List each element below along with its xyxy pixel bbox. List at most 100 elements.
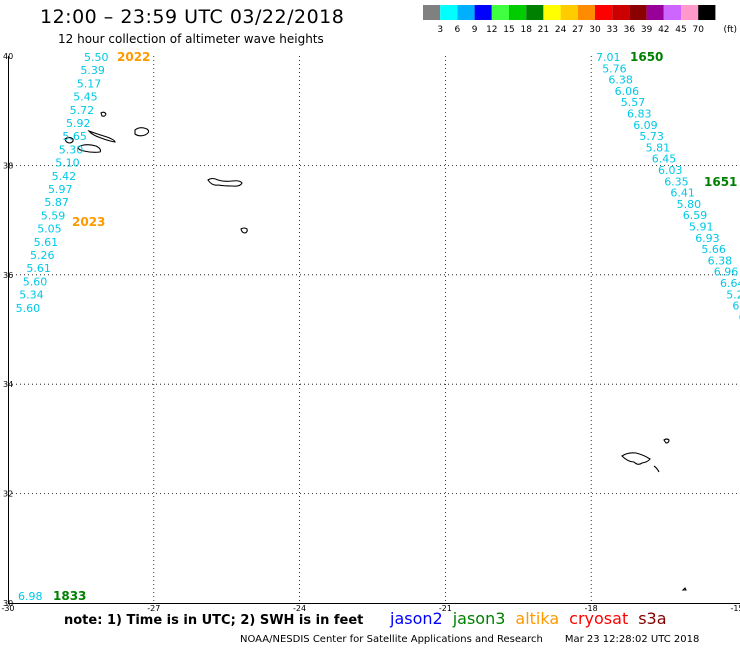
swh-value: 6.38 xyxy=(708,254,733,267)
lat-label: 34 xyxy=(3,380,13,389)
scale-swatch xyxy=(646,5,664,20)
swh-value: 5.73 xyxy=(639,130,664,143)
island-selvagens xyxy=(681,587,687,591)
coast-fragment xyxy=(653,465,660,473)
legend-jason2: jason2 xyxy=(390,609,443,628)
scale-tick-label: 21 xyxy=(538,25,549,35)
scale-tick-label: 18 xyxy=(520,25,532,35)
scale-tick-label: 39 xyxy=(641,25,653,35)
swh-value: 5.17 xyxy=(77,77,102,90)
scale-swatch xyxy=(423,5,441,20)
scale-unit: (ft) xyxy=(723,25,737,35)
scale-tick-label: 36 xyxy=(624,25,636,35)
scale-swatch xyxy=(526,5,544,20)
island-flores xyxy=(100,111,107,117)
lon-label: -21 xyxy=(439,604,452,613)
swh-value: 6.83 xyxy=(627,108,652,121)
swh-value: 5.30 xyxy=(59,143,84,156)
scale-tick-label: 30 xyxy=(589,25,601,35)
swh-value: 5.57 xyxy=(621,96,646,109)
scale-tick-label: 27 xyxy=(572,25,583,35)
swh-value: 5.97 xyxy=(48,183,73,196)
swh-points: 5.505.395.175.455.725.925.655.305.105.42… xyxy=(16,51,740,603)
scale-swatch xyxy=(698,5,716,20)
swh-value: 5.87 xyxy=(44,196,69,209)
swh-value: 5.60 xyxy=(16,302,41,315)
footer: NOAA/NESDIS Center for Satellite Applica… xyxy=(240,634,699,645)
lon-label: -27 xyxy=(147,604,160,613)
legend-cryosat: cryosat xyxy=(569,609,629,628)
lat-label: 36 xyxy=(3,271,13,280)
swh-value: 5.72 xyxy=(70,104,95,117)
lon-label: -24 xyxy=(293,604,306,613)
axis-labels: -30 -27 -24 -21 -18 -15 40 38 36 34 32 30 xyxy=(1,52,740,613)
scale-swatch xyxy=(543,5,561,20)
swh-value: 6.03 xyxy=(658,164,683,177)
swh-value: 6.45 xyxy=(652,153,677,166)
scale-swatch xyxy=(681,5,699,20)
scale-tick-label: 42 xyxy=(658,25,669,35)
pass-time-label: 1651 xyxy=(704,175,737,189)
scale-swatch xyxy=(560,5,578,20)
scale-swatch xyxy=(663,5,681,20)
scale-swatch xyxy=(474,5,492,20)
scale-swatch xyxy=(457,5,475,20)
pass-time-labels: 2022 2023 1650 1651 1833 xyxy=(53,50,737,603)
swh-value: 5.26 xyxy=(30,249,55,262)
lat-label: 40 xyxy=(3,52,13,61)
scale-tick-label: 45 xyxy=(675,25,686,35)
swh-value: 5.65 xyxy=(62,130,87,143)
island-santa-maria xyxy=(240,227,248,234)
pass-time-label: 2023 xyxy=(72,215,105,229)
footer-agency: NOAA/NESDIS Center for Satellite Applica… xyxy=(240,634,543,645)
island-pico xyxy=(77,144,102,153)
swh-value: 5.66 xyxy=(701,243,726,256)
swh-value: 6.41 xyxy=(670,187,695,200)
scale-tick-label: 3 xyxy=(437,25,443,35)
scale-swatch xyxy=(612,5,630,20)
subtitle: 12 hour collection of altimeter wave hei… xyxy=(58,32,324,46)
swh-value: 5.60 xyxy=(23,275,48,288)
swh-value: 6.96 xyxy=(714,266,739,279)
swh-value: 5.59 xyxy=(41,209,66,222)
swh-value: 5.81 xyxy=(646,141,671,154)
scale-tick-label: 70 xyxy=(692,25,704,35)
swh-value: 6.98 xyxy=(18,590,43,603)
swh-value: 6.35 xyxy=(664,175,689,188)
scale-swatch xyxy=(595,5,613,20)
swh-value: 5.39 xyxy=(80,64,105,77)
swh-value: 6.06 xyxy=(615,85,640,98)
scale-tick-label: 12 xyxy=(486,25,497,35)
island-faial xyxy=(64,136,74,144)
coastlines xyxy=(64,111,687,591)
lat-label: 32 xyxy=(3,490,13,499)
swh-value: 5.10 xyxy=(55,157,79,170)
pass-time-label: 1833 xyxy=(53,589,86,603)
swh-value: 6. xyxy=(739,311,740,324)
swh-value: 5.05 xyxy=(37,223,62,236)
legend-s3a: s3a xyxy=(638,609,667,628)
scale-swatch xyxy=(440,5,458,20)
swh-value: 6.5 xyxy=(732,300,740,313)
swh-value: 5.50 xyxy=(84,51,109,64)
swh-value: 7.01 xyxy=(596,51,621,64)
swh-value: 6.93 xyxy=(695,232,720,245)
island-porto-santo xyxy=(663,438,670,444)
swh-value: 5.91 xyxy=(689,221,714,234)
island-sao-jorge xyxy=(87,129,116,143)
units-note: note: 1) Time is in UTC; 2) SWH is in fe… xyxy=(64,613,364,628)
legend-jason3: jason3 xyxy=(452,609,506,628)
swh-value: 5.61 xyxy=(34,236,59,249)
lon-label: -30 xyxy=(1,604,14,613)
scale-tick-label: 9 xyxy=(472,25,478,35)
swh-value: 6.64 xyxy=(720,277,740,290)
page-title: 12:00 – 23:59 UTC 03/22/2018 xyxy=(40,6,345,28)
swh-value: 6.59 xyxy=(683,209,708,222)
island-graciosa xyxy=(134,127,150,137)
swh-value: 5.92 xyxy=(66,117,91,130)
scale-tick-label: 15 xyxy=(503,25,514,35)
pass-time-label: 2022 xyxy=(117,50,150,64)
swh-value: 5.34 xyxy=(19,289,44,302)
lon-label: -15 xyxy=(730,604,740,613)
